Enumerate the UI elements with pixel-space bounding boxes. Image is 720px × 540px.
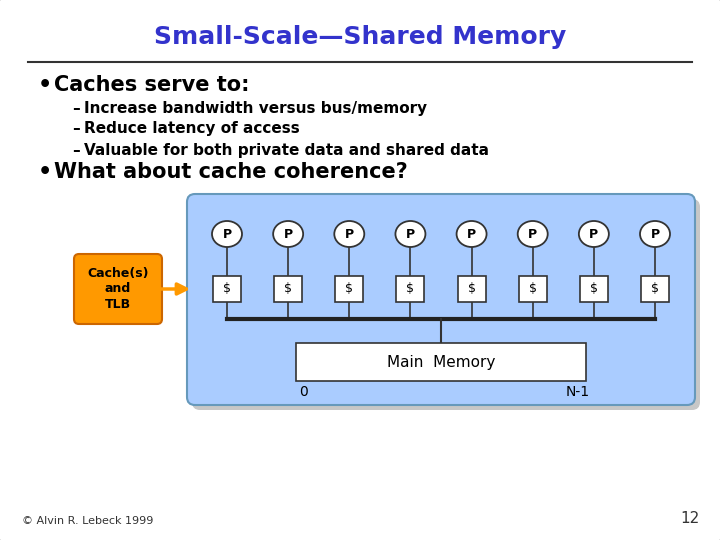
Text: $: $	[467, 282, 476, 295]
Text: $: $	[346, 282, 354, 295]
Text: P: P	[406, 227, 415, 240]
Ellipse shape	[212, 221, 242, 247]
Text: Cache(s)
and
TLB: Cache(s) and TLB	[87, 267, 149, 310]
Ellipse shape	[579, 221, 609, 247]
Text: $: $	[223, 282, 231, 295]
Ellipse shape	[334, 221, 364, 247]
Text: Reduce latency of access: Reduce latency of access	[84, 122, 300, 137]
FancyBboxPatch shape	[213, 276, 241, 302]
Text: P: P	[650, 227, 660, 240]
FancyBboxPatch shape	[458, 276, 485, 302]
FancyBboxPatch shape	[397, 276, 424, 302]
Text: $: $	[284, 282, 292, 295]
Text: $: $	[528, 282, 536, 295]
Text: •: •	[38, 75, 53, 95]
Ellipse shape	[640, 221, 670, 247]
Text: •: •	[38, 162, 53, 182]
FancyBboxPatch shape	[580, 276, 608, 302]
Text: Caches serve to:: Caches serve to:	[54, 75, 250, 95]
Text: 12: 12	[680, 511, 700, 526]
Text: P: P	[589, 227, 598, 240]
Ellipse shape	[456, 221, 487, 247]
FancyBboxPatch shape	[336, 276, 364, 302]
Text: $: $	[406, 282, 415, 295]
FancyBboxPatch shape	[187, 194, 695, 405]
Ellipse shape	[518, 221, 548, 247]
FancyBboxPatch shape	[296, 343, 586, 381]
Text: $: $	[651, 282, 659, 295]
Text: P: P	[345, 227, 354, 240]
Text: P: P	[528, 227, 537, 240]
Text: N-1: N-1	[566, 385, 590, 399]
Text: Valuable for both private data and shared data: Valuable for both private data and share…	[84, 143, 489, 158]
FancyArrowPatch shape	[160, 284, 186, 294]
Text: Small-Scale—Shared Memory: Small-Scale—Shared Memory	[154, 25, 566, 49]
FancyBboxPatch shape	[641, 276, 669, 302]
Ellipse shape	[273, 221, 303, 247]
Text: What about cache coherence?: What about cache coherence?	[54, 162, 408, 182]
FancyBboxPatch shape	[518, 276, 546, 302]
Text: P: P	[467, 227, 476, 240]
FancyBboxPatch shape	[192, 199, 700, 410]
Text: –: –	[72, 100, 80, 116]
Text: –: –	[72, 143, 80, 158]
Text: Increase bandwidth versus bus/memory: Increase bandwidth versus bus/memory	[84, 100, 427, 116]
Ellipse shape	[395, 221, 426, 247]
Text: P: P	[284, 227, 293, 240]
Text: © Alvin R. Lebeck 1999: © Alvin R. Lebeck 1999	[22, 516, 153, 526]
Text: –: –	[72, 122, 80, 137]
Text: $: $	[590, 282, 598, 295]
Text: 0: 0	[300, 385, 308, 399]
FancyBboxPatch shape	[74, 254, 162, 324]
Text: Main  Memory: Main Memory	[387, 354, 495, 369]
FancyBboxPatch shape	[274, 276, 302, 302]
Text: P: P	[222, 227, 232, 240]
